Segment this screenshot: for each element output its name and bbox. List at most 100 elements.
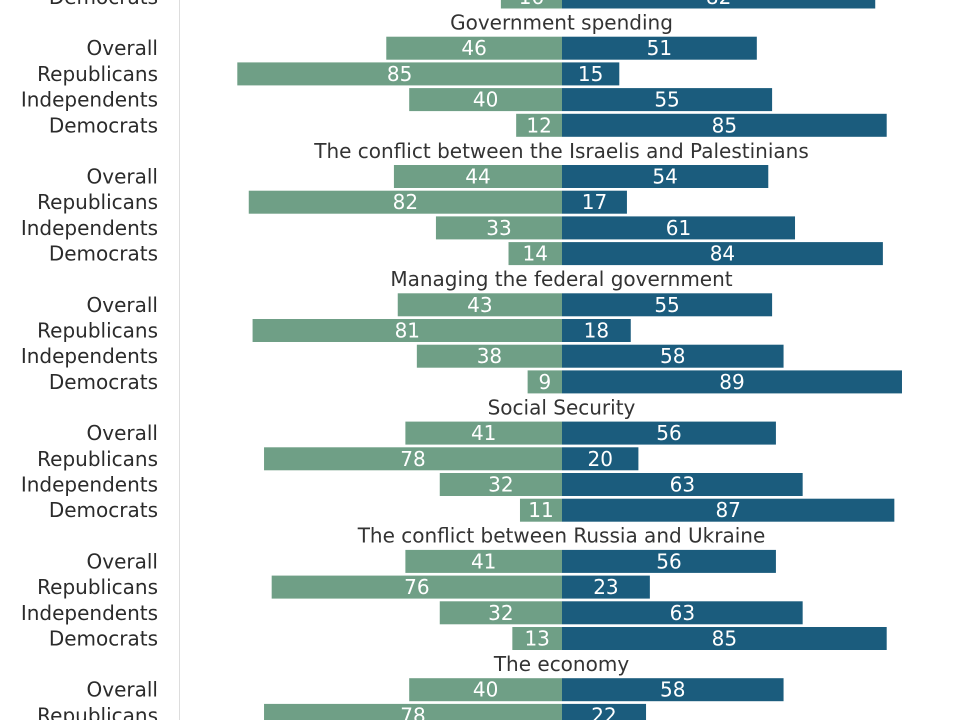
row-label-republicans: Republicans xyxy=(37,575,158,599)
topic-title-0: Government spending xyxy=(450,11,673,35)
bar-left-0-0 xyxy=(386,36,562,60)
bar-right-label-3-1: 20 xyxy=(587,447,612,471)
bar-left-label-top-0: 16 xyxy=(519,0,544,9)
bar-left-1-2 xyxy=(435,216,562,240)
bar-left-label-4-2: 32 xyxy=(488,601,513,625)
bar-right-label-0-3: 85 xyxy=(712,113,737,137)
bar-right-label-4-3: 85 xyxy=(712,627,737,651)
bar-left-top-0 xyxy=(500,0,562,9)
bar-right-label-4-2: 63 xyxy=(670,601,695,625)
row-label-democrats: Democrats xyxy=(49,113,158,137)
bar-right-1-0 xyxy=(562,165,769,188)
bar-left-3-2 xyxy=(439,473,562,496)
bar-left-label-2-3: 9 xyxy=(538,370,551,394)
bar-right-3-0 xyxy=(562,421,776,445)
bar-right-label-0-1: 15 xyxy=(578,62,603,86)
bar-right-0-3 xyxy=(562,113,887,137)
topic-title-1: The conflict between the Israelis and Pa… xyxy=(313,139,809,163)
bar-right-label-3-2: 63 xyxy=(670,473,695,497)
bar-left-2-3 xyxy=(527,370,562,394)
bar-left-label-5-0: 40 xyxy=(473,678,498,702)
bar-right-label-3-0: 56 xyxy=(656,421,681,445)
bar-left-5-0 xyxy=(409,678,562,702)
bar-left-1-3 xyxy=(508,242,562,266)
bar-right-0-0 xyxy=(562,36,757,60)
bar-left-0-1 xyxy=(237,62,563,86)
bar-left-label-3-2: 32 xyxy=(488,473,513,497)
row-label-overall: Overall xyxy=(87,36,158,60)
bar-left-1-0 xyxy=(393,165,562,188)
bar-right-label-5-1: 22 xyxy=(591,703,616,720)
bar-right-1-2 xyxy=(562,216,796,240)
row-label-overall: Overall xyxy=(87,678,158,702)
bar-right-0-2 xyxy=(562,88,773,112)
bar-right-4-2 xyxy=(562,601,803,625)
bar-left-label-3-3: 11 xyxy=(528,498,553,522)
bar-left-label-1-0: 44 xyxy=(465,165,490,189)
bar-left-4-0 xyxy=(405,549,562,573)
row-label-democrats: Democrats xyxy=(49,0,158,9)
bar-left-label-0-2: 40 xyxy=(473,88,498,112)
row-label-independents: Independents xyxy=(21,473,158,497)
row-label-republicans: Republicans xyxy=(37,447,158,471)
row-label-democrats: Democrats xyxy=(49,627,158,651)
bar-left-label-1-3: 14 xyxy=(523,242,548,266)
bar-left-3-1 xyxy=(264,447,562,471)
bar-right-label-top-0: 82 xyxy=(706,0,731,9)
bar-left-label-0-1: 85 xyxy=(387,62,412,86)
row-label-overall: Overall xyxy=(87,293,158,317)
topic-title-2: Managing the federal government xyxy=(390,267,732,291)
bar-left-label-3-0: 41 xyxy=(471,421,496,445)
bar-left-0-2 xyxy=(409,88,562,112)
row-label-democrats: Democrats xyxy=(49,370,158,394)
bar-right-label-3-3: 87 xyxy=(715,498,740,522)
row-label-republicans: Republicans xyxy=(37,62,158,86)
bar-right-1-1 xyxy=(562,190,627,214)
bar-right-2-1 xyxy=(562,319,631,342)
bar-right-3-1 xyxy=(562,447,639,471)
bar-right-3-3 xyxy=(562,498,895,522)
bar-left-3-0 xyxy=(405,421,562,445)
bar-right-2-3 xyxy=(562,370,902,394)
bar-right-3-2 xyxy=(562,473,803,496)
bar-right-4-1 xyxy=(562,575,650,599)
bar-right-label-2-1: 18 xyxy=(584,319,609,343)
bar-left-label-2-2: 38 xyxy=(477,344,502,368)
bar-left-4-3 xyxy=(512,627,562,650)
bar-right-5-0 xyxy=(562,678,784,702)
row-label-overall: Overall xyxy=(87,165,158,189)
row-label-democrats: Democrats xyxy=(49,498,158,522)
bar-left-label-1-2: 33 xyxy=(486,216,511,240)
row-label-republicans: Republicans xyxy=(37,190,158,214)
bar-left-label-2-0: 43 xyxy=(467,293,492,317)
bar-left-2-1 xyxy=(252,319,562,342)
bar-left-4-2 xyxy=(439,601,562,625)
row-label-republicans: Republicans xyxy=(37,319,158,343)
bar-right-label-1-2: 61 xyxy=(666,216,691,240)
row-label-democrats: Democrats xyxy=(49,242,158,266)
topic-title-3: Social Security xyxy=(488,395,636,419)
row-label-overall: Overall xyxy=(87,549,158,573)
bar-left-4-1 xyxy=(271,575,562,599)
bar-right-top-0 xyxy=(562,0,876,9)
bar-right-5-1 xyxy=(562,703,647,720)
bar-left-3-3 xyxy=(519,498,562,522)
bar-left-label-4-3: 13 xyxy=(524,627,549,651)
bar-right-label-4-1: 23 xyxy=(593,575,618,599)
bar-right-2-2 xyxy=(562,344,784,368)
bar-right-4-0 xyxy=(562,549,776,573)
bar-right-0-1 xyxy=(562,62,620,86)
bar-left-label-0-0: 46 xyxy=(461,36,486,60)
bar-right-label-5-0: 58 xyxy=(660,678,685,702)
bar-left-label-1-1: 82 xyxy=(393,190,418,214)
row-label-independents: Independents xyxy=(21,344,158,368)
bar-left-1-1 xyxy=(248,190,562,214)
topic-title-4: The conflict between Russia and Ukraine xyxy=(357,524,766,548)
topic-title-5: The economy xyxy=(493,652,629,676)
bar-left-label-4-1: 76 xyxy=(404,575,429,599)
bar-right-1-3 xyxy=(562,242,883,266)
bar-left-0-3 xyxy=(516,113,562,137)
row-label-independents: Independents xyxy=(21,216,158,240)
bar-left-label-0-3: 12 xyxy=(526,113,551,137)
